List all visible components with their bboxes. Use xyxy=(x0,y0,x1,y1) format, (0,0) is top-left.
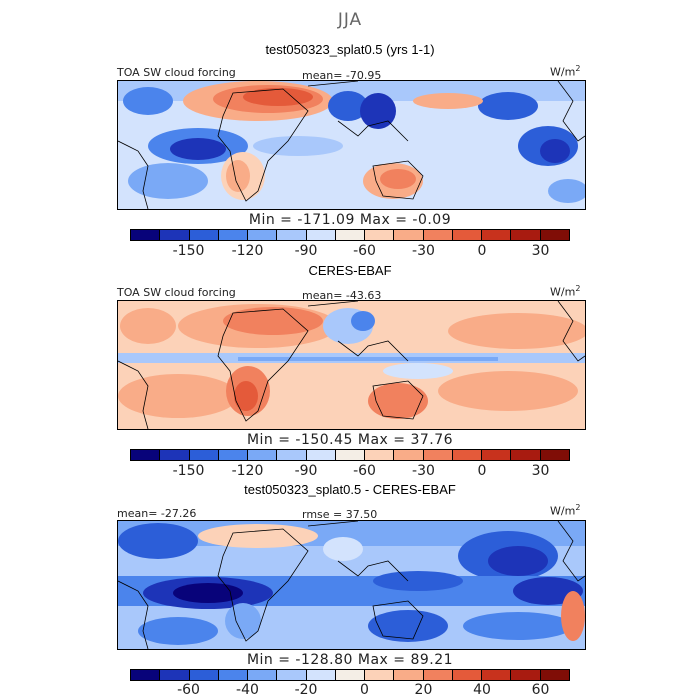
colorbar-tick-label: -30 xyxy=(412,243,435,259)
color-swatch xyxy=(423,670,453,680)
panel3-rmse-label: rmse = 37.50 xyxy=(302,508,378,521)
season-title: JJA xyxy=(337,10,363,30)
color-swatch xyxy=(306,450,336,460)
color-swatch xyxy=(160,230,190,240)
panel3-minmax: Min = -128.80 Max = 89.21 xyxy=(246,652,454,668)
panel3-colorbar xyxy=(130,669,570,681)
color-swatch xyxy=(131,450,161,460)
panel1-variable-label: TOA SW cloud forcing xyxy=(117,66,236,79)
colorbar-tick-label: 30 xyxy=(531,243,550,259)
color-swatch xyxy=(365,450,395,460)
colorbar-tick-label: -150 xyxy=(172,243,205,259)
panel3-colorbar-ticks: -60 -40 -20 0 20 40 60 xyxy=(130,682,570,698)
panel3-map xyxy=(117,520,586,650)
panel1-colorbar xyxy=(130,229,570,241)
colorbar-tick-label: -60 xyxy=(353,463,376,479)
panel2-variable-label: TOA SW cloud forcing xyxy=(117,286,236,299)
color-swatch xyxy=(131,230,161,240)
color-swatch xyxy=(423,450,453,460)
color-swatch xyxy=(482,670,512,680)
color-swatch xyxy=(452,670,483,680)
colorbar-tick-label: -20 xyxy=(294,682,318,698)
colorbar-tick-label: -30 xyxy=(412,463,435,479)
panel1-title: test050323_splat0.5 (yrs 1-1) xyxy=(265,42,435,57)
color-swatch xyxy=(306,230,336,240)
panel3-units: W/m2 xyxy=(550,503,581,518)
color-swatch xyxy=(335,450,366,460)
color-swatch xyxy=(218,450,249,460)
color-swatch xyxy=(540,230,569,240)
color-swatch xyxy=(482,230,512,240)
panel1-units: W/m2 xyxy=(550,64,581,79)
colorbar-tick-label: -120 xyxy=(231,463,264,479)
colorbar-tick-label: 20 xyxy=(414,682,433,698)
color-swatch xyxy=(540,670,569,680)
colorbar-tick-label: -40 xyxy=(236,682,259,698)
color-swatch xyxy=(248,450,278,460)
color-swatch xyxy=(189,230,219,240)
colorbar-tick-label: 0 xyxy=(477,463,487,479)
color-swatch xyxy=(189,670,219,680)
color-swatch xyxy=(482,450,512,460)
color-swatch xyxy=(394,670,424,680)
panel1-mean-label: mean= -70.95 xyxy=(302,69,382,82)
colorbar-tick-label: 0 xyxy=(477,243,487,259)
color-swatch xyxy=(335,670,366,680)
color-swatch xyxy=(218,230,249,240)
panel3-mean-label: mean= -27.26 xyxy=(117,507,197,520)
colorbar-tick-label: -60 xyxy=(353,243,376,259)
color-swatch xyxy=(511,230,541,240)
colorbar-tick-label: -90 xyxy=(294,243,318,259)
panel2-map xyxy=(117,300,586,430)
colorbar-tick-label: -60 xyxy=(177,682,200,698)
color-swatch xyxy=(218,670,249,680)
colorbar-tick-label: 40 xyxy=(473,682,491,698)
color-swatch xyxy=(277,230,307,240)
color-swatch xyxy=(365,230,395,240)
color-swatch xyxy=(248,670,278,680)
panel2-minmax: Min = -150.45 Max = 37.76 xyxy=(246,432,454,448)
colorbar-tick-label: 30 xyxy=(531,463,550,479)
color-swatch xyxy=(394,450,424,460)
panel2-title: CERES-EBAF xyxy=(308,263,392,278)
colorbar-tick-label: -150 xyxy=(172,463,205,479)
panel3-map-plot xyxy=(118,521,585,649)
color-swatch xyxy=(452,230,483,240)
color-swatch xyxy=(277,670,307,680)
color-swatch xyxy=(277,450,307,460)
panel2-colorbar-ticks: -150 -120 -90 -60 -30 0 30 xyxy=(130,463,570,479)
colorbar-tick-label: 0 xyxy=(360,682,369,698)
panel1-map-plot xyxy=(118,81,585,209)
color-swatch xyxy=(160,450,190,460)
colorbar-tick-label: -120 xyxy=(231,243,264,259)
color-swatch xyxy=(131,670,161,680)
panel3-title: test050323_splat0.5 - CERES-EBAF xyxy=(244,482,456,497)
color-swatch xyxy=(511,670,541,680)
color-swatch xyxy=(394,230,424,240)
panel1-minmax: Min = -171.09 Max = -0.09 xyxy=(248,212,452,228)
color-swatch xyxy=(511,450,541,460)
color-swatch xyxy=(189,450,219,460)
color-swatch xyxy=(335,230,366,240)
colorbar-tick-label: 60 xyxy=(531,682,550,698)
color-swatch xyxy=(423,230,453,240)
panel2-colorbar xyxy=(130,449,570,461)
color-swatch xyxy=(540,450,569,460)
color-swatch xyxy=(365,670,395,680)
color-swatch xyxy=(248,230,278,240)
color-swatch xyxy=(306,670,336,680)
color-swatch xyxy=(160,670,190,680)
panel2-units: W/m2 xyxy=(550,284,581,299)
panel2-map-plot xyxy=(118,301,585,429)
panel1-colorbar-ticks: -150 -120 -90 -60 -30 0 30 xyxy=(130,243,570,259)
color-swatch xyxy=(452,450,483,460)
colorbar-tick-label: -90 xyxy=(294,463,318,479)
panel1-map xyxy=(117,80,586,210)
panel2-mean-label: mean= -43.63 xyxy=(302,289,382,302)
